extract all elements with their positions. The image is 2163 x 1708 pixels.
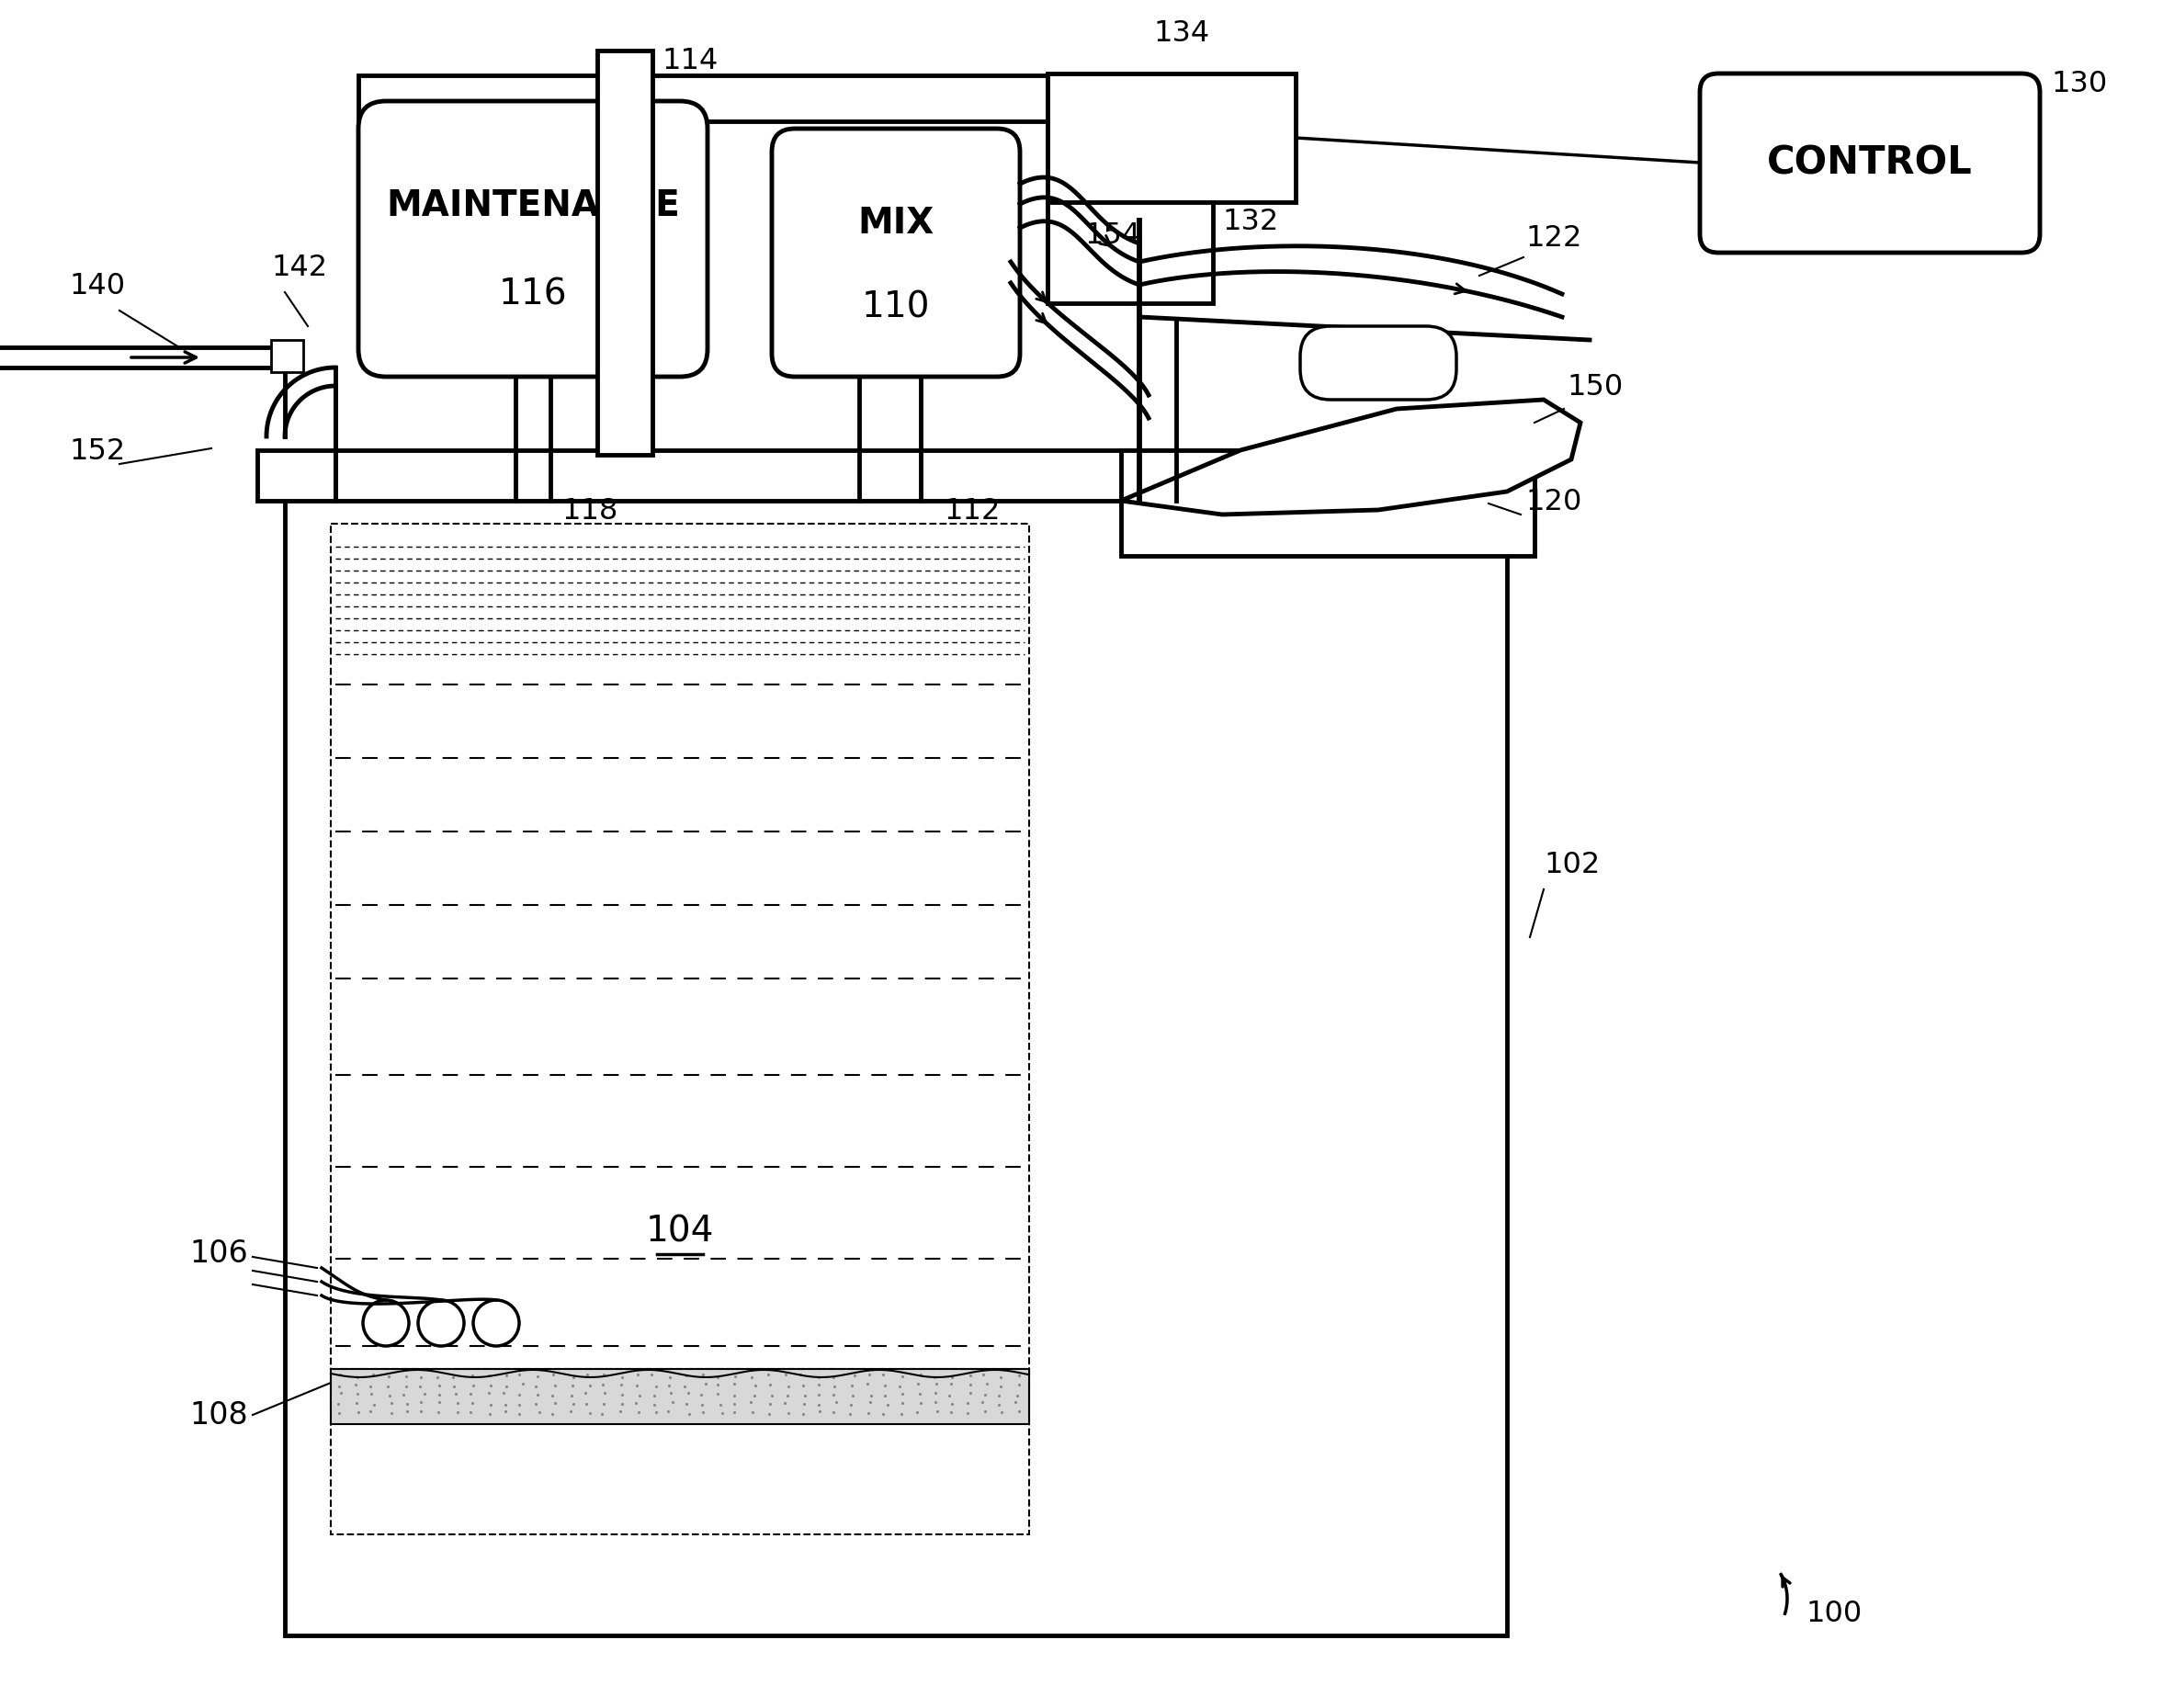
- Text: MAINTENANCE: MAINTENANCE: [385, 188, 679, 224]
- Text: 130: 130: [2051, 70, 2107, 99]
- Text: 150: 150: [1566, 372, 1622, 401]
- Text: 142: 142: [270, 253, 327, 282]
- FancyBboxPatch shape: [359, 101, 707, 377]
- Text: 118: 118: [562, 497, 619, 526]
- Text: 122: 122: [1525, 224, 1581, 253]
- Text: 100: 100: [1806, 1600, 1862, 1628]
- Text: MIX: MIX: [859, 205, 934, 241]
- Text: 132: 132: [1222, 208, 1278, 236]
- Bar: [257, 451, 1534, 500]
- Bar: [1047, 202, 1213, 304]
- Text: 112: 112: [943, 497, 1001, 526]
- FancyBboxPatch shape: [1700, 73, 2040, 253]
- Text: 106: 106: [190, 1238, 249, 1269]
- Text: 116: 116: [500, 277, 567, 311]
- Bar: [1120, 451, 1534, 555]
- Bar: [270, 340, 303, 372]
- Text: 110: 110: [861, 290, 930, 325]
- Polygon shape: [1120, 400, 1581, 514]
- FancyBboxPatch shape: [772, 128, 1021, 377]
- Text: 114: 114: [662, 46, 718, 75]
- Bar: [359, 75, 1296, 121]
- Text: 134: 134: [1153, 19, 1209, 48]
- Text: 154: 154: [1084, 222, 1140, 249]
- Text: 102: 102: [1544, 851, 1601, 880]
- Text: 104: 104: [647, 1214, 714, 1249]
- Text: 120: 120: [1525, 488, 1581, 516]
- FancyBboxPatch shape: [1300, 326, 1456, 400]
- Text: 140: 140: [69, 272, 125, 301]
- Text: 152: 152: [69, 437, 125, 466]
- Bar: [1047, 73, 1296, 202]
- Bar: [331, 524, 1030, 1534]
- Text: CONTROL: CONTROL: [1767, 143, 1973, 183]
- Text: 108: 108: [190, 1401, 249, 1430]
- Bar: [331, 1370, 1030, 1424]
- Bar: [286, 487, 1508, 1636]
- Bar: [597, 51, 653, 454]
